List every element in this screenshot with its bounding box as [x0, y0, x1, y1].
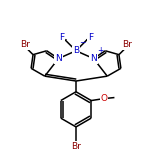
Text: B: B — [73, 46, 79, 55]
Text: N: N — [55, 54, 62, 63]
Text: F: F — [59, 33, 64, 42]
Text: N: N — [90, 54, 97, 63]
Text: +: + — [97, 46, 103, 55]
Text: Br: Br — [20, 40, 30, 49]
Text: .: . — [85, 33, 88, 42]
Text: Br: Br — [122, 40, 132, 49]
Text: F: F — [88, 33, 93, 42]
Text: .: . — [65, 33, 68, 42]
Text: −: − — [79, 38, 86, 47]
Text: Br: Br — [71, 142, 81, 151]
Text: O: O — [100, 94, 107, 103]
